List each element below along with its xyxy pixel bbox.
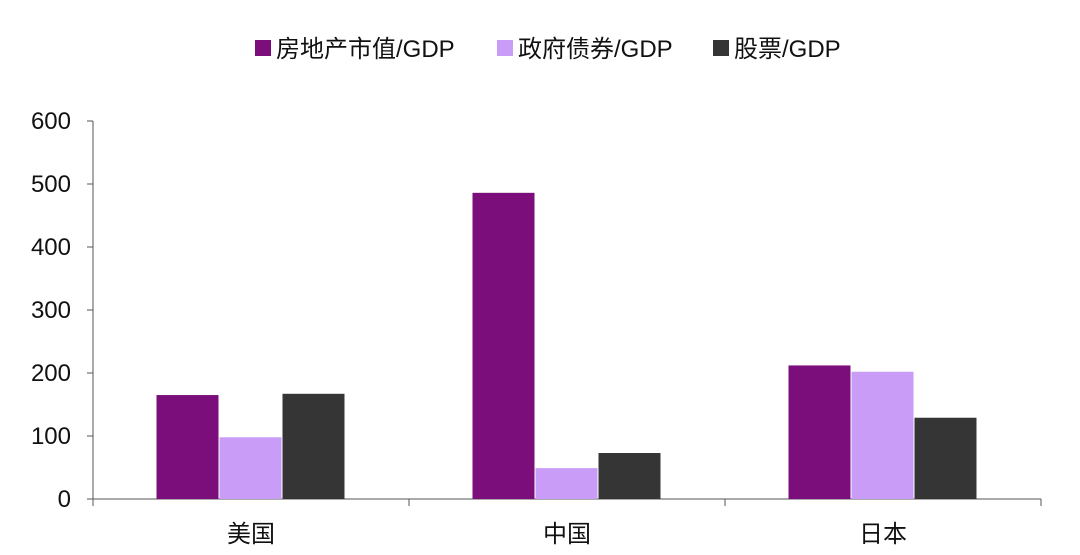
x-category-label: 日本	[859, 520, 907, 548]
bar	[472, 192, 535, 499]
bar	[851, 371, 914, 499]
bar	[156, 395, 219, 499]
bar	[598, 453, 661, 499]
bar	[914, 417, 977, 499]
x-axis: 美国 中国 日本	[92, 498, 1042, 548]
legend-swatch	[497, 40, 513, 56]
y-tick-label: 300	[31, 297, 71, 324]
bars	[156, 192, 977, 499]
y-tick-label: 500	[31, 171, 71, 198]
y-tick-label: 600	[31, 108, 71, 135]
bar	[282, 393, 345, 499]
y-tick-label: 100	[31, 423, 71, 450]
bar	[535, 468, 598, 499]
y-tick-label: 200	[31, 360, 71, 387]
y-axis: 0 100 200 300 400 500 600	[31, 108, 94, 513]
y-tick-label: 0	[58, 486, 71, 513]
bar	[788, 365, 851, 499]
legend-label: 政府债券/GDP	[518, 36, 673, 63]
legend-swatch	[255, 40, 271, 56]
x-category-label: 中国	[543, 520, 591, 548]
legend-label: 股票/GDP	[734, 36, 841, 63]
legend: 房地产市值/GDP 政府债券/GDP 股票/GDP	[255, 36, 841, 63]
y-tick-label: 400	[31, 234, 71, 261]
bar	[219, 437, 282, 499]
legend-swatch	[713, 40, 729, 56]
x-category-label: 美国	[227, 520, 275, 548]
legend-label: 房地产市值/GDP	[276, 36, 455, 63]
